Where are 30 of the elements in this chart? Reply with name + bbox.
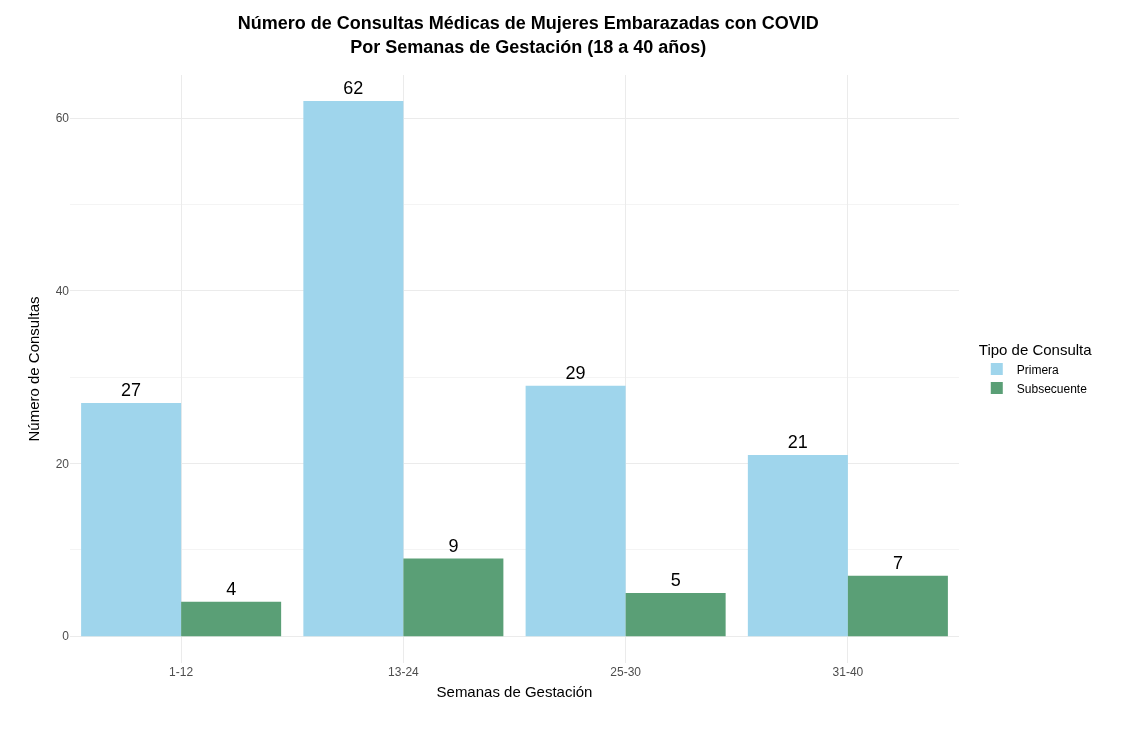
legend-label: Subsecuente — [1016, 381, 1088, 396]
bar — [81, 403, 182, 637]
x-tick-label: 25-30 — [610, 665, 642, 679]
bar — [625, 593, 726, 637]
data-label: 4 — [226, 578, 237, 599]
legend-label: Primera — [1016, 362, 1060, 377]
data-label: 5 — [670, 570, 681, 591]
x-axis-title: Semanas de Gestación — [436, 683, 593, 700]
y-tick-label: 20 — [55, 456, 70, 471]
data-label: 9 — [448, 535, 459, 556]
data-label: 29 — [565, 362, 586, 383]
y-tick-label: 40 — [55, 284, 70, 299]
x-tick-label: 13-24 — [388, 665, 420, 679]
data-label: 21 — [787, 431, 808, 452]
data-label: 62 — [343, 77, 364, 98]
bar — [303, 100, 404, 637]
y-tick-label: 60 — [55, 111, 70, 126]
x-tick-label: 1-12 — [169, 665, 194, 679]
bar — [525, 385, 626, 637]
bar — [403, 558, 504, 637]
chart-title: Número de Consultas Médicas de Mujeres Embarazadas con COVID Por Semanas de Gestación (18 a 40 años) — [237, 13, 819, 57]
bar — [747, 454, 848, 637]
legend-title: Tipo de Consulta — [978, 340, 1093, 358]
bar — [181, 601, 282, 637]
y-axis-title: Número de Consultas — [24, 296, 42, 442]
y-tick-label: 0 — [62, 629, 70, 644]
bar — [847, 575, 948, 637]
x-tick-label: 31-40 — [832, 665, 864, 679]
data-label: 7 — [892, 552, 903, 573]
data-label: 27 — [121, 380, 142, 401]
